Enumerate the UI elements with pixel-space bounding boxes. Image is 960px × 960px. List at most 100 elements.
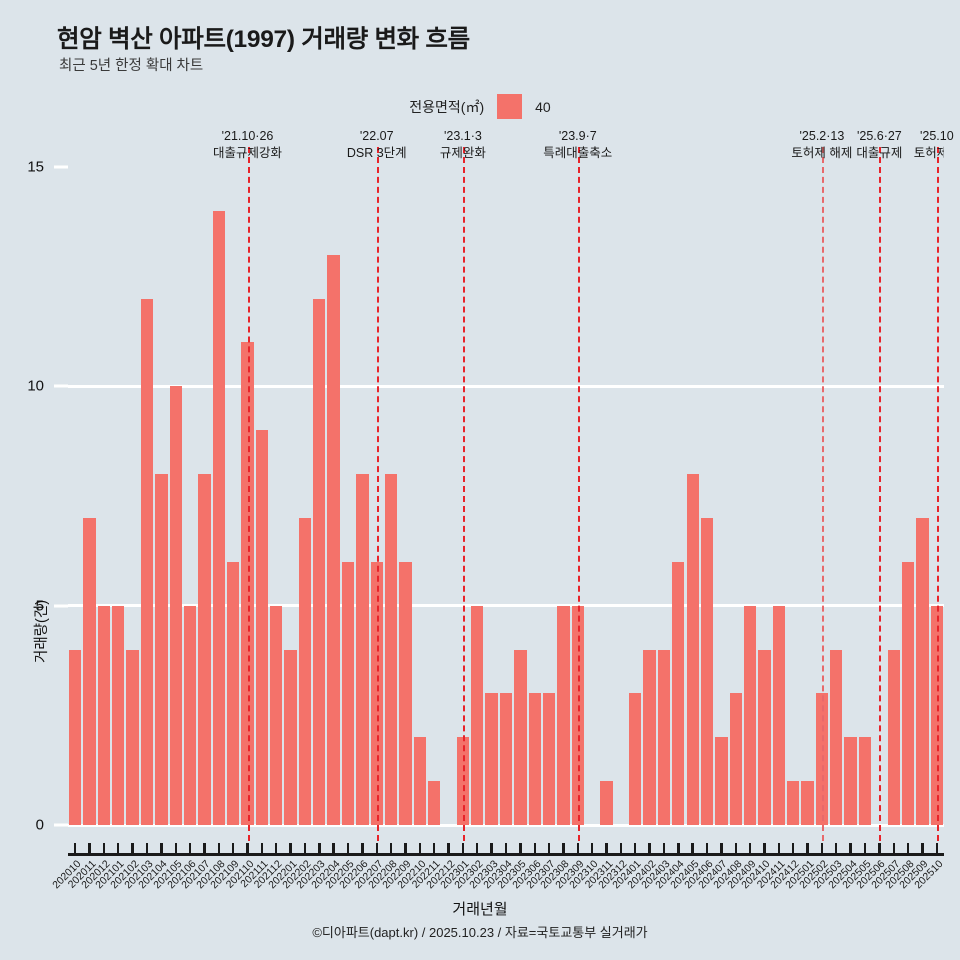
x-tick-mark bbox=[217, 843, 220, 855]
bar[interactable] bbox=[715, 737, 728, 825]
bar[interactable] bbox=[140, 298, 154, 825]
bar[interactable] bbox=[169, 386, 182, 825]
x-tick-mark bbox=[418, 843, 422, 855]
bar[interactable] bbox=[499, 693, 513, 825]
x-tick-mark bbox=[389, 843, 393, 855]
bar[interactable] bbox=[887, 649, 900, 825]
x-tick-mark bbox=[145, 843, 149, 855]
event-label-3: '23.9·7 특례대출축소 bbox=[543, 128, 612, 162]
bar[interactable] bbox=[212, 210, 225, 825]
bar[interactable] bbox=[298, 517, 312, 825]
bar[interactable] bbox=[672, 561, 685, 825]
gridline-10 bbox=[68, 384, 944, 388]
bar[interactable] bbox=[901, 561, 915, 825]
bar[interactable] bbox=[183, 605, 197, 825]
bar[interactable] bbox=[743, 605, 757, 825]
bar[interactable] bbox=[916, 517, 929, 825]
x-tick-mark bbox=[533, 843, 536, 855]
gridline-0 bbox=[68, 823, 944, 827]
x-tick-mark bbox=[835, 843, 838, 855]
legend-swatch-icon bbox=[497, 94, 523, 119]
bar[interactable] bbox=[801, 781, 814, 825]
x-tick-mark bbox=[404, 843, 407, 855]
chart-legend: 전용면적(㎡) 40 bbox=[0, 94, 960, 119]
bar[interactable] bbox=[83, 517, 96, 825]
bar[interactable] bbox=[643, 649, 656, 825]
bar[interactable] bbox=[686, 474, 699, 825]
bar[interactable] bbox=[729, 693, 742, 825]
bar[interactable] bbox=[471, 605, 484, 825]
x-tick-mark bbox=[318, 843, 321, 855]
bar[interactable] bbox=[356, 474, 369, 825]
x-tick-mark bbox=[906, 843, 910, 855]
bar[interactable] bbox=[600, 781, 613, 825]
bar[interactable] bbox=[758, 649, 771, 825]
bar[interactable] bbox=[341, 561, 355, 825]
x-tick-mark bbox=[590, 843, 594, 855]
bar[interactable] bbox=[485, 693, 498, 825]
x-tick-mark bbox=[73, 843, 77, 855]
x-tick-mark bbox=[691, 843, 694, 855]
bar[interactable] bbox=[226, 561, 240, 825]
x-tick-mark bbox=[935, 843, 938, 855]
bar[interactable] bbox=[97, 605, 111, 825]
x-tick-mark bbox=[188, 843, 192, 855]
bar[interactable] bbox=[787, 781, 800, 825]
bar[interactable] bbox=[413, 737, 426, 825]
event-date: '25.2·13 bbox=[799, 129, 845, 143]
bar[interactable] bbox=[155, 474, 168, 825]
x-tick-mark bbox=[246, 843, 249, 855]
bar[interactable] bbox=[399, 561, 412, 825]
bar[interactable] bbox=[313, 298, 326, 825]
bar[interactable] bbox=[270, 605, 283, 825]
bar[interactable] bbox=[198, 474, 211, 825]
x-tick-mark bbox=[806, 843, 809, 855]
x-tick-mark bbox=[748, 843, 752, 855]
event-name: 대출규제 bbox=[856, 146, 903, 160]
x-tick-mark bbox=[619, 843, 623, 855]
bar[interactable] bbox=[629, 693, 642, 825]
event-line-5 bbox=[879, 147, 882, 841]
bar[interactable] bbox=[542, 693, 556, 825]
bar[interactable] bbox=[830, 649, 843, 825]
event-line-0 bbox=[247, 147, 250, 841]
event-label-5: '25.6·27 대출규제 bbox=[856, 128, 902, 162]
page-subtitle: 최근 5년 한정 확대 차트 bbox=[59, 58, 204, 74]
x-tick-mark bbox=[88, 843, 91, 855]
bar[interactable] bbox=[858, 737, 872, 825]
bar[interactable] bbox=[69, 649, 82, 825]
bar[interactable] bbox=[700, 517, 714, 825]
bar[interactable] bbox=[772, 605, 786, 825]
bar[interactable] bbox=[657, 649, 671, 825]
y-tick-label-5: 5 bbox=[35, 597, 44, 615]
bar[interactable] bbox=[126, 649, 139, 825]
x-tick-mark bbox=[878, 843, 881, 855]
legend-title: 전용면적(㎡) bbox=[409, 98, 485, 115]
bar[interactable] bbox=[844, 737, 857, 825]
event-name: 대출규제강화 bbox=[212, 146, 283, 160]
bar[interactable] bbox=[327, 254, 340, 825]
bar[interactable] bbox=[557, 605, 570, 825]
x-tick-mark bbox=[720, 843, 723, 855]
x-tick-mark bbox=[519, 843, 522, 855]
event-date: '22.07 bbox=[359, 129, 394, 143]
bar[interactable] bbox=[112, 605, 125, 825]
x-tick-mark bbox=[131, 843, 134, 855]
x-tick-mark bbox=[504, 843, 508, 855]
x-tick-mark bbox=[346, 843, 350, 855]
x-tick-mark bbox=[605, 843, 608, 855]
bar[interactable] bbox=[255, 430, 269, 825]
x-tick-mark bbox=[102, 843, 106, 855]
event-line-4 bbox=[821, 147, 824, 841]
event-name: DSR 3단계 bbox=[346, 146, 407, 160]
page-title: 현암 벽산 아파트(1997) 거래량 변화 흐름 bbox=[57, 26, 470, 53]
x-tick-mark bbox=[476, 843, 479, 855]
bar[interactable] bbox=[384, 474, 398, 825]
x-tick-mark bbox=[677, 843, 680, 855]
bar[interactable] bbox=[428, 781, 441, 825]
bar[interactable] bbox=[528, 693, 541, 825]
bar[interactable] bbox=[284, 649, 297, 825]
x-tick-mark bbox=[634, 843, 637, 855]
bar[interactable] bbox=[514, 649, 527, 825]
